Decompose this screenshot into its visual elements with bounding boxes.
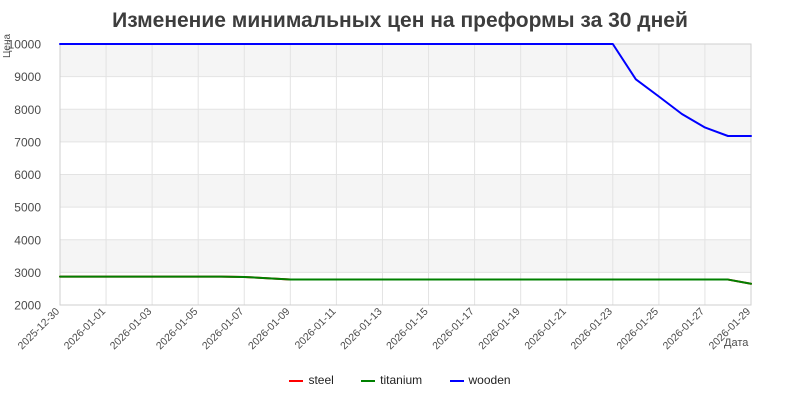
svg-text:2026-01-17: 2026-01-17	[430, 306, 477, 353]
svg-text:7000: 7000	[14, 135, 41, 149]
svg-text:2026-01-21: 2026-01-21	[522, 306, 569, 353]
svg-text:2025-12-30: 2025-12-30	[16, 306, 63, 353]
svg-text:3000: 3000	[14, 266, 41, 280]
svg-text:5000: 5000	[14, 201, 41, 215]
svg-text:2026-01-27: 2026-01-27	[661, 306, 708, 353]
svg-text:2026-01-01: 2026-01-01	[62, 306, 109, 353]
svg-text:2026-01-13: 2026-01-13	[338, 306, 385, 353]
svg-text:2000: 2000	[14, 299, 41, 313]
svg-text:2026-01-15: 2026-01-15	[384, 306, 431, 353]
svg-text:2026-01-03: 2026-01-03	[108, 306, 155, 353]
svg-text:9000: 9000	[14, 70, 41, 84]
svg-text:2026-01-25: 2026-01-25	[615, 306, 662, 353]
svg-text:4000: 4000	[14, 233, 41, 247]
svg-text:6000: 6000	[14, 168, 41, 182]
svg-text:2026-01-07: 2026-01-07	[200, 306, 247, 353]
svg-text:2026-01-09: 2026-01-09	[246, 306, 293, 353]
svg-text:2026-01-11: 2026-01-11	[293, 306, 339, 352]
svg-text:8000: 8000	[14, 103, 41, 117]
svg-text:2026-01-19: 2026-01-19	[476, 306, 523, 353]
svg-text:2026-01-23: 2026-01-23	[568, 306, 615, 353]
svg-text:2026-01-05: 2026-01-05	[154, 306, 201, 353]
